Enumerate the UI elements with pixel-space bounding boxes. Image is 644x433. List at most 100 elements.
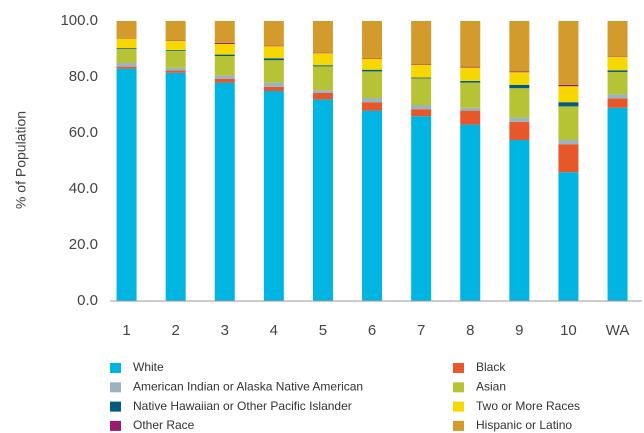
bar-segment [312,53,333,66]
legend-swatch [453,401,464,412]
bar-segment [362,58,383,70]
bar-segment [165,50,186,68]
bar-segment [607,56,628,71]
x-tick-label: 4 [270,322,278,339]
bar-segment [263,86,284,91]
bar-segment [165,21,186,41]
bar-segment [263,60,284,83]
bar-segment [509,88,530,118]
bar-segment [165,67,186,71]
bar-segment [312,21,333,53]
bar-segment [558,140,579,145]
bar-segment [263,58,284,61]
bar-segment [165,40,186,41]
bar-segment [558,172,579,301]
bar-segment [214,21,235,43]
legend-label: American Indian or Alaska Native America… [133,379,363,393]
bar-segment [362,98,383,103]
bar-segment [509,71,530,73]
bar-segment [116,48,137,49]
bar-segment [165,50,186,51]
y-axis-label: % of Population [13,111,29,209]
bar-segment [607,70,628,72]
bar-segment [263,46,284,59]
bar-segment [263,82,284,87]
bar-segment [312,90,333,93]
bar-segment [263,45,284,47]
bar-segment [509,72,530,85]
bar-segment [116,66,137,69]
bar-segment [214,54,235,56]
bar-segment [558,86,579,103]
legend-swatch [110,401,121,412]
bar-segment [411,77,432,79]
bar-segment [165,40,186,51]
bar-segment [312,92,333,100]
bar-segment [460,66,481,68]
legend-label: Black [476,360,506,374]
bar-segment [362,69,383,72]
bar-segment [607,21,628,57]
x-tick-label: 7 [417,322,425,339]
bar-segment [558,144,579,173]
bar-segment [411,105,432,110]
bar-segment [116,21,137,38]
bar-segment [411,116,432,301]
bar-segment [116,68,137,301]
bar-segment [460,82,481,108]
bar-segment [460,110,481,125]
bar-segment [214,78,235,83]
y-tick-label: 80.0 [69,68,98,85]
bar-segment [509,117,530,122]
legend-swatch [110,420,121,431]
bar-segment [312,99,333,302]
legend-swatch [453,420,464,431]
bar-segment [558,84,579,87]
y-tick-label: 20.0 [69,236,98,253]
x-tick-label: 3 [221,322,229,339]
bar-segment [607,71,628,95]
bar-segment [411,64,432,65]
legend-label: White [133,360,164,374]
legend-swatch [110,363,121,373]
bar-segment [460,67,481,81]
bar-segment [312,65,333,67]
bar-segment [214,56,235,76]
bar-segment [362,21,383,58]
bar-segment [460,21,481,67]
x-tick-label: WA [606,322,630,339]
x-tick-label: 8 [466,322,474,339]
bar-segment [214,82,235,301]
y-tick-label: 60.0 [69,124,98,141]
bar-segment [362,102,383,111]
bar-segment [362,71,383,98]
bar-segment [558,106,579,140]
bar-segment [116,37,137,39]
bar-segment [116,49,137,63]
y-tick-label: 0.0 [77,292,98,309]
bar-segment [411,109,432,117]
legend-label: Asian [476,379,506,393]
y-tick-label: 100.0 [60,12,98,29]
bar-segment [362,110,383,301]
bar-segment [116,38,137,49]
bar-segment [312,52,333,54]
bar-segment [509,140,530,301]
bar-segment [362,57,383,59]
bar-segment [411,64,432,78]
bar-segment [312,66,333,91]
bar-segment [165,72,186,301]
x-tick-label: 9 [515,322,523,339]
bar-segment [509,84,530,89]
bar-segment [263,21,284,46]
x-tick-label: 2 [171,322,179,339]
bar-segment [460,107,481,111]
bar-segment [214,42,235,44]
bar-segment [460,124,481,301]
bar-segment [411,78,432,105]
legend-swatch [110,382,121,393]
x-tick-label: 1 [122,322,130,339]
bar-segment [607,107,628,301]
bar-segment [214,43,235,55]
y-tick-label: 40.0 [69,180,98,197]
